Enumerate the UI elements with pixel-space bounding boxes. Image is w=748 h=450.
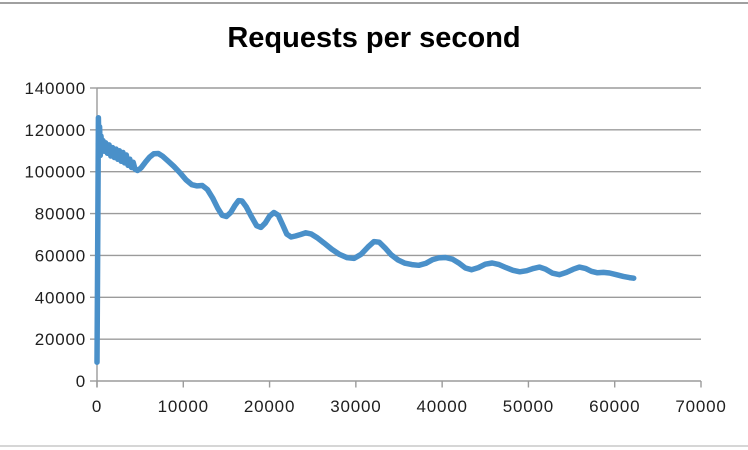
chart-title: Requests per second	[227, 22, 521, 54]
frame-bottom-border	[0, 445, 748, 447]
x-tick-label: 0	[92, 397, 102, 416]
y-tick-label: 60000	[35, 246, 86, 265]
y-tick-label: 120000	[24, 121, 86, 140]
y-tick-label: 80000	[35, 205, 86, 224]
y-tick-label: 40000	[35, 288, 86, 307]
y-tick-label: 100000	[24, 163, 86, 182]
y-tick-label: 0	[76, 372, 86, 391]
x-tick-label: 60000	[589, 397, 640, 416]
y-tick-label: 20000	[35, 330, 86, 349]
x-tick-label: 30000	[330, 397, 381, 416]
x-tick-label: 50000	[503, 397, 554, 416]
y-tick-label: 140000	[24, 79, 86, 98]
x-tick-label: 20000	[244, 397, 295, 416]
x-tick-label: 10000	[158, 397, 209, 416]
data-series-line	[94, 114, 637, 365]
frame-top-border	[0, 2, 748, 4]
x-tick-label: 40000	[417, 397, 468, 416]
x-tick-label: 70000	[675, 397, 726, 416]
